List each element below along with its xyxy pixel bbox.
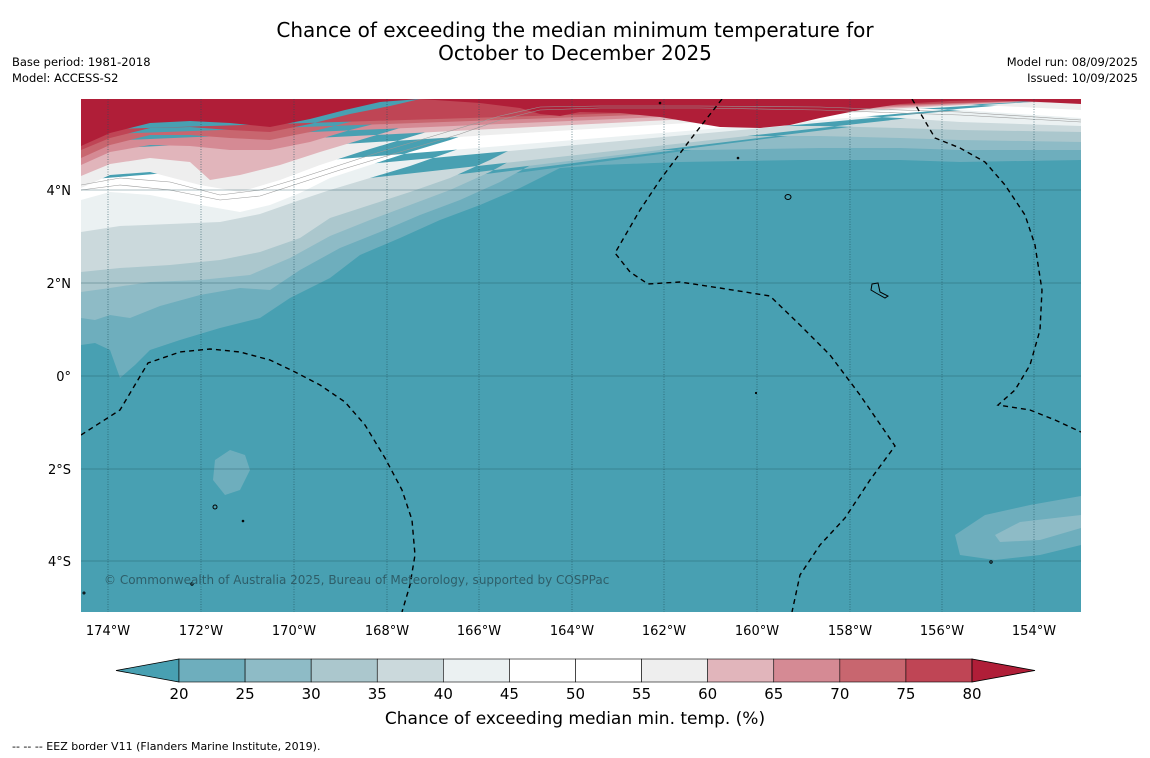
lat-label: 2°S xyxy=(48,463,71,478)
colorbar-tick-label: 65 xyxy=(764,685,783,703)
colorbar-under-arrow xyxy=(115,658,180,683)
lon-label: 170°W xyxy=(272,624,316,639)
metadata-right: Model run: 08/09/2025 Issued: 10/09/2025 xyxy=(1007,54,1138,86)
colorbar-tick-label: 25 xyxy=(236,685,255,703)
metadata-left: Base period: 1981-2018 Model: ACCESS-S2 xyxy=(12,54,151,86)
colorbar-bin xyxy=(310,658,378,683)
colorbar-bin xyxy=(509,658,576,683)
lat-label: 4°S xyxy=(48,555,71,570)
lon-label: 160°W xyxy=(735,624,779,639)
contour-lines xyxy=(81,105,1081,201)
colorbar-over-arrow xyxy=(971,658,1036,683)
lon-label: 174°W xyxy=(86,624,130,639)
lon-label: 166°W xyxy=(457,624,501,639)
colorbar-bin xyxy=(376,658,444,683)
colorbar-bin xyxy=(905,658,973,683)
colorbar-tick-label: 70 xyxy=(830,685,849,703)
colorbar-tick-label: 75 xyxy=(896,685,915,703)
copyright-text: © Commonwealth of Australia 2025, Bureau… xyxy=(104,573,609,587)
islands xyxy=(82,101,993,595)
colorbar-tick-label: 45 xyxy=(500,685,519,703)
lat-label: 0° xyxy=(56,370,71,385)
colorbar-bin xyxy=(575,658,642,683)
colorbar-tick-label: 30 xyxy=(302,685,321,703)
lon-label: 158°W xyxy=(828,624,872,639)
eez-legend-note: -- -- -- EEZ border V11 (Flanders Marine… xyxy=(12,740,321,753)
lon-label: 156°W xyxy=(920,624,964,639)
lon-label: 164°W xyxy=(550,624,594,639)
lon-label: 162°W xyxy=(642,624,686,639)
model-run-text: Model run: 08/09/2025 xyxy=(1006,55,1138,69)
colorbar-label: Chance of exceeding median min. temp. (%… xyxy=(384,709,766,729)
title-line-2: October to December 2025 xyxy=(438,41,712,65)
lon-label: 172°W xyxy=(179,624,223,639)
colorbar-tick-label: 50 xyxy=(566,685,585,703)
colorbar-tick-label: 35 xyxy=(368,685,387,703)
colorbar-tick-label: 60 xyxy=(698,685,717,703)
colorbar-tick-label: 80 xyxy=(962,685,981,703)
patch-south-west xyxy=(213,450,250,495)
lon-label: 154°W xyxy=(1012,624,1056,639)
title-line-1: Chance of exceeding the median minimum t… xyxy=(276,18,874,42)
colorbar: 20 25 30 35 40 45 50 55 60 65 70 75 80 xyxy=(115,658,1036,703)
colorbar-bin xyxy=(244,658,312,683)
lat-label: 4°N xyxy=(47,184,72,199)
graticule xyxy=(107,99,1035,612)
latitude-labels: 4°N 2°N 0° 2°S 4°S xyxy=(47,184,72,570)
colorbar-tick-label: 55 xyxy=(632,685,651,703)
colorbar-bin xyxy=(707,658,775,683)
colorbar-tick-label: 20 xyxy=(169,685,188,703)
issued-text: Issued: 10/09/2025 xyxy=(1027,71,1138,85)
base-period-text: Base period: 1981-2018 xyxy=(12,55,151,69)
map-title: Chance of exceeding the median minimum t… xyxy=(0,19,1150,65)
colorbar-bin xyxy=(641,658,708,683)
colorbar-bin xyxy=(443,658,510,683)
lon-label: 168°W xyxy=(365,624,409,639)
eez-borders xyxy=(81,99,1081,612)
map-area xyxy=(81,99,1081,612)
model-text: Model: ACCESS-S2 xyxy=(12,71,119,85)
colorbar-bin xyxy=(773,658,841,683)
lat-label: 2°N xyxy=(47,277,72,292)
colorbar-tick-label: 40 xyxy=(434,685,453,703)
colorbar-bin xyxy=(178,658,246,683)
colorbar-bin xyxy=(839,658,907,683)
longitude-labels: 174°W 172°W 170°W 168°W 166°W 164°W 162°… xyxy=(86,624,1056,639)
